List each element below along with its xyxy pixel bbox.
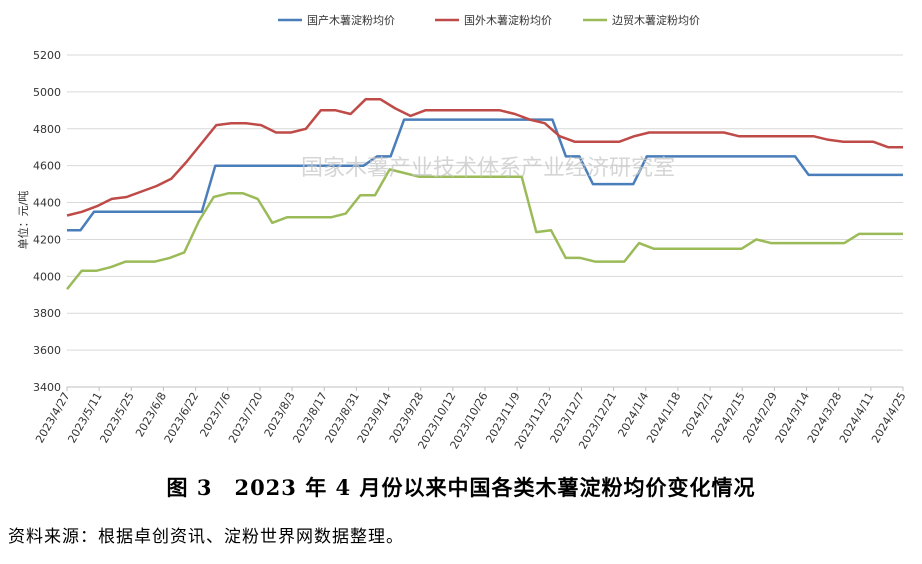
y-tick-label: 4200 [33, 233, 61, 246]
source-note: 资料来源：根据卓创资讯、淀粉世界网数据整理。 [8, 527, 404, 547]
series-lines [66, 98, 903, 290]
legend: 国产木薯淀粉均价 国外木薯淀粉均价 边贸木薯淀粉均价 [278, 13, 700, 27]
y-tick-label: 4600 [33, 160, 61, 173]
watermark-text: 国家木薯产业技术体系产业经济研究室 [301, 156, 675, 181]
series-line [66, 168, 903, 290]
legend-label: 国外木薯淀粉均价 [464, 13, 552, 27]
series-line [66, 98, 903, 217]
y-axis-ticks: 3400 3600 3800 4000 4200 4400 4600 4800 5000 5200 [33, 49, 61, 394]
y-tick-label: 3800 [33, 307, 61, 320]
x-tick-label: 2023/8/3 [262, 390, 298, 439]
y-tick-label: 5200 [33, 49, 61, 62]
y-tick-label: 4000 [33, 270, 61, 283]
y-tick-label: 4800 [33, 123, 61, 136]
y-axis-label: 单位：元/吨 [16, 191, 30, 250]
x-tick-label: 2024/1/4 [615, 390, 651, 439]
y-tick-label: 3600 [33, 344, 61, 357]
x-tick-label: 2023/7/6 [197, 390, 233, 439]
x-axis: 2023/4/272023/5/112023/5/252023/6/82023/… [33, 387, 909, 451]
y-tick-label: 3400 [33, 381, 61, 394]
gridlines [67, 54, 903, 388]
figure-caption: 图 3 2023 年 4 月份以来中国各类木薯淀粉均价变化情况 [166, 475, 756, 500]
y-tick-label: 5000 [33, 86, 61, 99]
legend-label: 国产木薯淀粉均价 [307, 13, 395, 27]
x-tick-label: 2024/2/1 [680, 390, 716, 439]
y-tick-label: 4400 [33, 197, 61, 210]
legend-label: 边贸木薯淀粉均价 [612, 13, 700, 27]
x-tick-label: 2023/6/8 [133, 390, 169, 439]
line-chart: 3400 3600 3800 4000 4200 4400 4600 4800 5000 5200… [16, 13, 909, 451]
series-line [67, 118, 903, 232]
